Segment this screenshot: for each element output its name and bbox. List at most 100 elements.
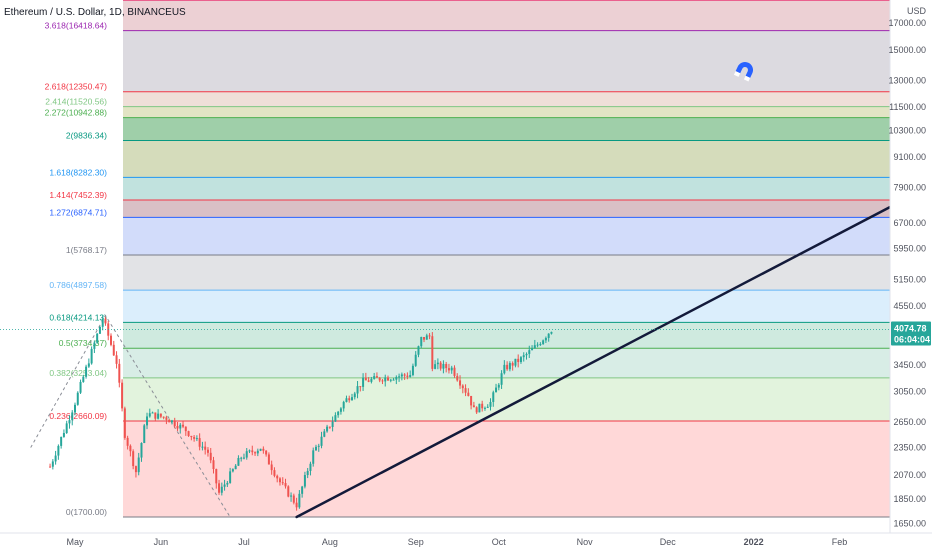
- last-price-value: 4074.78: [894, 324, 927, 334]
- candle-body: [93, 342, 96, 349]
- candle-body: [240, 457, 243, 459]
- price-tick-label: 3450.00: [893, 360, 926, 370]
- candle-body: [168, 419, 171, 423]
- time-tick-label: Sep: [408, 537, 424, 547]
- fib-label: 0.786(4897.58): [49, 280, 107, 290]
- candle-body: [193, 437, 196, 439]
- price-axis[interactable]: USD 17000.00 15000.00 13000.00 11500.00 10300…: [888, 0, 932, 550]
- candle-body: [425, 335, 428, 340]
- fib-band: [123, 290, 890, 323]
- candle-body: [411, 365, 414, 376]
- candle-body: [201, 446, 204, 448]
- candle-body: [85, 366, 88, 377]
- candle-body: [531, 348, 534, 351]
- candle-body: [176, 425, 179, 429]
- candle-body: [547, 333, 550, 338]
- candle-body: [87, 363, 90, 367]
- magnet-icon[interactable]: [733, 59, 756, 82]
- candle-body: [331, 421, 334, 427]
- candle-body: [500, 373, 503, 385]
- candle-body: [348, 398, 351, 401]
- fib-band: [123, 200, 890, 218]
- candle-body: [267, 454, 270, 465]
- candle-body: [165, 417, 168, 420]
- time-tick-label: Dec: [660, 537, 677, 547]
- candle-body: [301, 486, 304, 494]
- candle-body: [137, 457, 140, 473]
- candle-body: [503, 364, 506, 374]
- price-tick-label: 2070.00: [893, 470, 926, 480]
- candle-body: [525, 353, 528, 356]
- fib-label: 0.618(4214.13): [49, 312, 107, 322]
- candle-body: [184, 426, 187, 432]
- candle-body: [104, 318, 107, 324]
- candle-body: [542, 340, 545, 345]
- time-tick-label: Oct: [492, 537, 507, 547]
- candle-body: [298, 493, 301, 508]
- candle-body: [508, 363, 511, 370]
- candle-body: [544, 337, 547, 341]
- candle-body: [234, 465, 237, 470]
- candle-body: [384, 377, 387, 382]
- candle-body: [65, 423, 68, 433]
- candle-body: [54, 455, 57, 462]
- candle-body: [442, 363, 445, 369]
- candle-body: [337, 411, 340, 416]
- candle-body: [447, 368, 450, 371]
- candle-body: [306, 470, 309, 476]
- price-axis-bg: [890, 0, 932, 550]
- trendline-group[interactable]: [295, 197, 908, 519]
- candle-body: [242, 457, 245, 459]
- candle-body: [276, 475, 279, 479]
- candle-body: [57, 445, 60, 456]
- candle-body: [129, 445, 132, 452]
- trendline[interactable]: [295, 197, 908, 519]
- fib-label: 1(5768.17): [66, 245, 107, 255]
- candle-body: [417, 346, 420, 355]
- candle-body: [123, 408, 126, 438]
- candle-body: [389, 379, 392, 381]
- candle-body: [295, 502, 298, 508]
- candle-body: [342, 401, 345, 409]
- fib-band: [123, 348, 890, 378]
- candle-body: [450, 367, 453, 371]
- price-tick-label: 6700.00: [893, 218, 926, 228]
- time-tick-label: Feb: [832, 537, 848, 547]
- candle-body: [364, 377, 367, 381]
- candle-body: [309, 463, 312, 471]
- price-tick-label: 15000.00: [888, 45, 926, 55]
- candle-body: [198, 438, 201, 447]
- candle-body: [273, 470, 276, 476]
- candle-body: [514, 358, 517, 366]
- candle-body: [356, 386, 359, 394]
- fib-label: 2.414(11520.56): [45, 97, 107, 107]
- magnet-icon-tip: [733, 71, 741, 77]
- fib-band: [123, 217, 890, 255]
- candle-body: [387, 377, 390, 381]
- price-tick-label: 17000.00: [888, 18, 926, 28]
- candle-body: [375, 376, 378, 378]
- candle-body: [536, 344, 539, 346]
- candle-body: [212, 460, 215, 470]
- candle-body: [351, 397, 353, 401]
- fib-label: 1.272(6874.71): [49, 207, 107, 217]
- time-axis[interactable]: May Jun Jul Aug Sep Oct Nov Dec 2022 Feb: [0, 532, 932, 547]
- candle-body: [251, 450, 254, 453]
- price-tick-label: 1850.00: [893, 494, 926, 504]
- candle-body: [140, 443, 143, 458]
- candle-body: [179, 424, 182, 429]
- fib-bands: [123, 0, 890, 517]
- candle-body: [486, 406, 489, 408]
- candle-body: [68, 420, 71, 424]
- candle-body: [162, 416, 165, 418]
- candle-body: [248, 450, 251, 452]
- candle-body: [49, 466, 52, 468]
- last-price-badge-bg: [891, 321, 931, 346]
- candle-body: [359, 386, 362, 388]
- candle-body: [96, 333, 99, 343]
- candle-body: [126, 437, 129, 446]
- candle-body: [254, 452, 257, 454]
- candle-body: [314, 446, 317, 451]
- candle-body: [403, 374, 406, 376]
